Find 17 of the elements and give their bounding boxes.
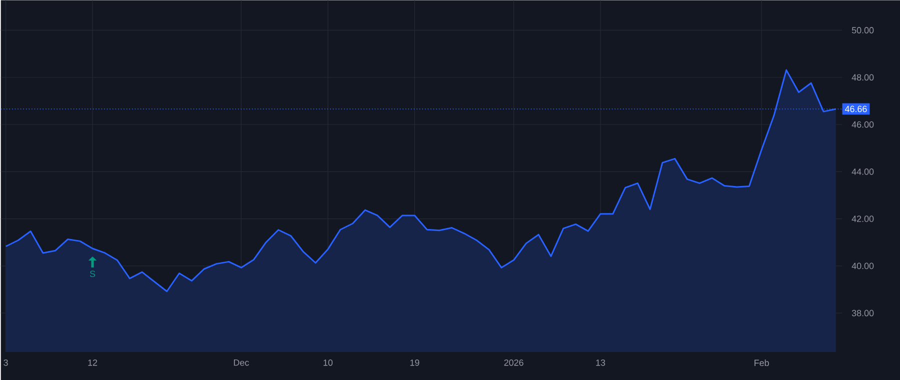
x-tick-label: 13 <box>596 360 606 366</box>
y-tick-label: 38.00 <box>852 310 874 316</box>
x-tick-label: 3 <box>4 360 8 366</box>
y-tick-label: 50.00 <box>852 27 874 34</box>
x-tick-label: Feb <box>754 360 769 366</box>
y-tick-label: 44.00 <box>852 168 874 175</box>
x-tick-label: 19 <box>410 360 420 366</box>
annotation: S <box>90 270 96 278</box>
y-tick-label: 42.00 <box>852 216 874 222</box>
y-tick-label: 46.00 <box>852 121 874 128</box>
y-tick-label: 48.00 <box>852 74 874 81</box>
x-tick-label: 2026 <box>504 360 524 366</box>
x-tick-label: Dec <box>234 360 249 366</box>
y-tick-label: 40.00 <box>852 262 874 270</box>
x-tick-label: 12 <box>88 360 98 366</box>
x-tick-label: 10 <box>324 360 333 366</box>
ref-line-label: 46.66 <box>844 106 867 112</box>
